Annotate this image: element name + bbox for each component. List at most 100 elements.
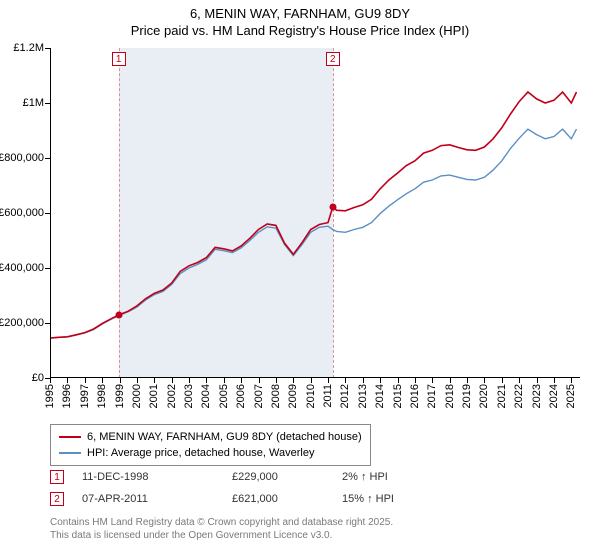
sale-dot-1 — [115, 312, 122, 319]
y-tickmark — [45, 323, 50, 324]
legend-label-1: 6, MENIN WAY, FARNHAM, GU9 8DY (detached… — [87, 431, 362, 443]
x-tickmark — [67, 378, 68, 383]
x-tick-label: 2003 — [183, 384, 195, 408]
x-tick-label: 2023 — [531, 384, 543, 408]
legend-row-1: 6, MENIN WAY, FARNHAM, GU9 8DY (detached… — [59, 429, 362, 445]
x-tick-label: 2009 — [287, 384, 299, 408]
x-tick-label: 1998 — [96, 384, 108, 408]
x-tick-label: 2014 — [374, 384, 386, 408]
y-tick-label: £0 — [32, 372, 44, 384]
x-tick-label: 2015 — [392, 384, 404, 408]
footer-line2: This data is licensed under the Open Gov… — [50, 529, 393, 542]
x-tick-label: 1997 — [79, 384, 91, 408]
x-tickmark — [484, 378, 485, 383]
sales-row-2: 2 07-APR-2011 £621,000 15% ↑ HPI — [50, 488, 462, 510]
x-tick-label: 2004 — [200, 384, 212, 408]
x-tick-label: 2024 — [548, 384, 560, 408]
x-tickmark — [85, 378, 86, 383]
x-tick-label: 2007 — [253, 384, 265, 408]
y-tick-label: £1M — [23, 97, 44, 109]
x-tickmark — [311, 378, 312, 383]
legend-swatch-1 — [59, 436, 81, 438]
x-tick-label: 2021 — [496, 384, 508, 408]
chart-container: 6, MENIN WAY, FARNHAM, GU9 8DY Price pai… — [0, 0, 600, 560]
sales-badge-2: 2 — [50, 492, 64, 506]
y-tick-label: £800,000 — [0, 152, 44, 164]
x-tickmark — [241, 378, 242, 383]
x-tick-label: 1999 — [114, 384, 126, 408]
x-tick-label: 2011 — [322, 384, 334, 408]
chart-plot-area: 1 2 £0£200,000£400,000£600,000£800,000£1… — [50, 48, 580, 378]
x-tickmark — [120, 378, 121, 383]
x-tickmark — [519, 378, 520, 383]
x-tickmark — [502, 378, 503, 383]
x-tickmark — [537, 378, 538, 383]
legend-swatch-2 — [59, 452, 81, 454]
legend-row-2: HPI: Average price, detached house, Wave… — [59, 445, 362, 461]
footer-line1: Contains HM Land Registry data © Crown c… — [50, 516, 393, 529]
x-tick-label: 2022 — [513, 384, 525, 408]
sales-table: 1 11-DEC-1998 £229,000 2% ↑ HPI 2 07-APR… — [50, 466, 462, 510]
x-tick-label: 2017 — [426, 384, 438, 408]
x-tickmark — [137, 378, 138, 383]
x-tickmark — [293, 378, 294, 383]
title-block: 6, MENIN WAY, FARNHAM, GU9 8DY Price pai… — [0, 0, 600, 38]
x-tick-label: 2025 — [565, 384, 577, 408]
x-tick-label: 2019 — [461, 384, 473, 408]
y-tick-label: £600,000 — [0, 207, 44, 219]
x-tickmark — [380, 378, 381, 383]
x-tickmark — [415, 378, 416, 383]
sales-delta-2: 15% ↑ HPI — [342, 493, 462, 505]
series-price-paid-path — [50, 92, 577, 338]
series-svg — [50, 48, 580, 378]
x-tickmark — [206, 378, 207, 383]
x-tick-label: 2013 — [357, 384, 369, 408]
x-tick-label: 2006 — [235, 384, 247, 408]
title-line2: Price paid vs. HM Land Registry's House … — [0, 23, 600, 38]
x-tickmark — [554, 378, 555, 383]
y-tickmark — [45, 268, 50, 269]
y-tickmark — [45, 213, 50, 214]
x-tick-label: 2001 — [148, 384, 160, 408]
x-tick-label: 2016 — [409, 384, 421, 408]
x-tickmark — [363, 378, 364, 383]
x-tickmark — [224, 378, 225, 383]
x-tick-label: 1996 — [61, 384, 73, 408]
title-line1: 6, MENIN WAY, FARNHAM, GU9 8DY — [0, 6, 600, 21]
sales-date-2: 07-APR-2011 — [82, 493, 232, 505]
legend-label-2: HPI: Average price, detached house, Wave… — [87, 447, 314, 459]
x-tickmark — [467, 378, 468, 383]
x-tickmark — [259, 378, 260, 383]
y-tickmark — [45, 48, 50, 49]
x-tick-label: 2012 — [339, 384, 351, 408]
x-tick-label: 2008 — [270, 384, 282, 408]
sales-delta-1: 2% ↑ HPI — [342, 471, 462, 483]
x-tick-label: 2005 — [218, 384, 230, 408]
x-tick-label: 1995 — [44, 384, 56, 408]
x-tickmark — [102, 378, 103, 383]
x-tickmark — [154, 378, 155, 383]
y-tickmark — [45, 158, 50, 159]
sales-badge-1: 1 — [50, 470, 64, 484]
x-tickmark — [172, 378, 173, 383]
y-tick-label: £200,000 — [0, 317, 44, 329]
footer: Contains HM Land Registry data © Crown c… — [50, 516, 393, 542]
x-tick-label: 2018 — [444, 384, 456, 408]
sale-dot-2 — [329, 204, 336, 211]
y-tick-label: £1.2M — [13, 42, 44, 54]
x-tickmark — [276, 378, 277, 383]
x-tick-label: 2002 — [166, 384, 178, 408]
series-hpi-path — [50, 129, 577, 338]
sales-row-1: 1 11-DEC-1998 £229,000 2% ↑ HPI — [50, 466, 462, 488]
sales-price-2: £621,000 — [232, 493, 342, 505]
sales-date-1: 11-DEC-1998 — [82, 471, 232, 483]
x-tickmark — [432, 378, 433, 383]
x-tickmark — [189, 378, 190, 383]
x-tick-label: 2020 — [478, 384, 490, 408]
x-tickmark — [345, 378, 346, 383]
x-tick-label: 2010 — [305, 384, 317, 408]
x-tickmark — [398, 378, 399, 383]
y-tickmark — [45, 103, 50, 104]
x-tickmark — [450, 378, 451, 383]
legend: 6, MENIN WAY, FARNHAM, GU9 8DY (detached… — [50, 424, 371, 466]
